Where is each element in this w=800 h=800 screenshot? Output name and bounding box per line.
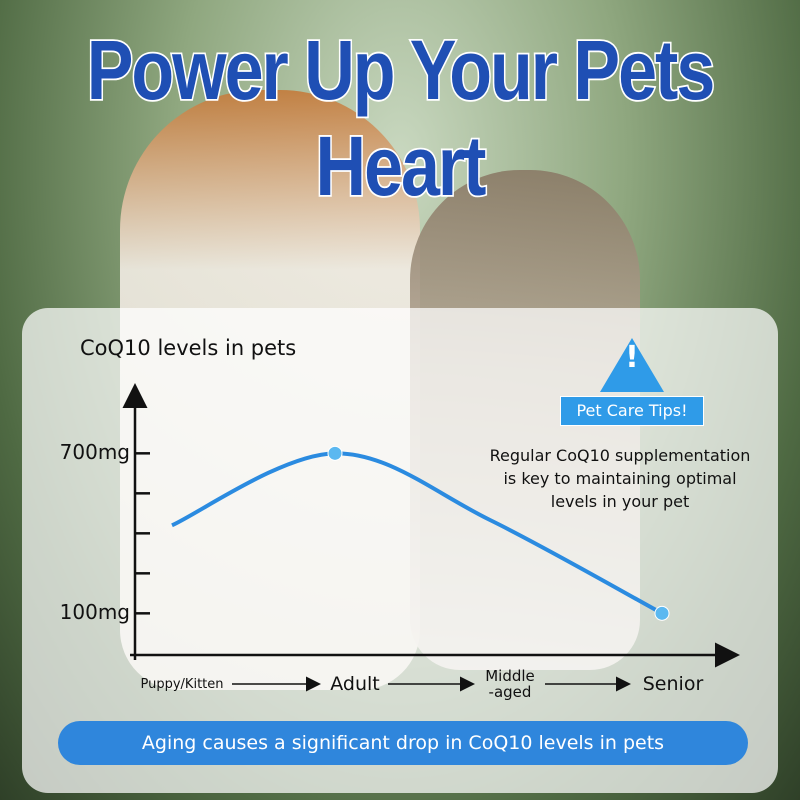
footer-banner: Aging causes a significant drop in CoQ10… <box>58 721 748 765</box>
tip-text: Regular CoQ10 supplementation is key to … <box>489 446 751 511</box>
x-tick-label: Puppy/Kitten <box>140 677 224 692</box>
point <box>327 445 343 461</box>
x-tick-label: Senior <box>642 673 704 695</box>
warning-mark: ! <box>625 340 639 375</box>
x-tick-label: Middle -aged <box>485 667 535 701</box>
y-tick-label: 700mg <box>60 440 130 464</box>
title: Power Up Your Pets Heart <box>85 21 717 214</box>
tip-label: Pet Care Tips! <box>560 396 704 426</box>
warning-icon <box>600 338 664 392</box>
line <box>171 451 663 616</box>
point <box>654 605 670 621</box>
x-tick-label: Adult <box>330 673 380 695</box>
y-tick-label: 100mg <box>60 600 130 624</box>
chart-title: CoQ10 levels in pets <box>80 336 296 360</box>
